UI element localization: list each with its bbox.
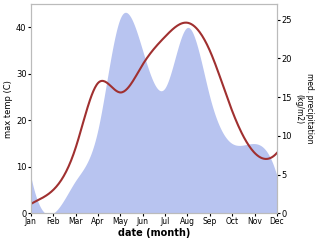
Y-axis label: max temp (C): max temp (C) bbox=[4, 80, 13, 138]
Y-axis label: med. precipitation
(kg/m2): med. precipitation (kg/m2) bbox=[294, 74, 314, 144]
X-axis label: date (month): date (month) bbox=[118, 228, 190, 238]
